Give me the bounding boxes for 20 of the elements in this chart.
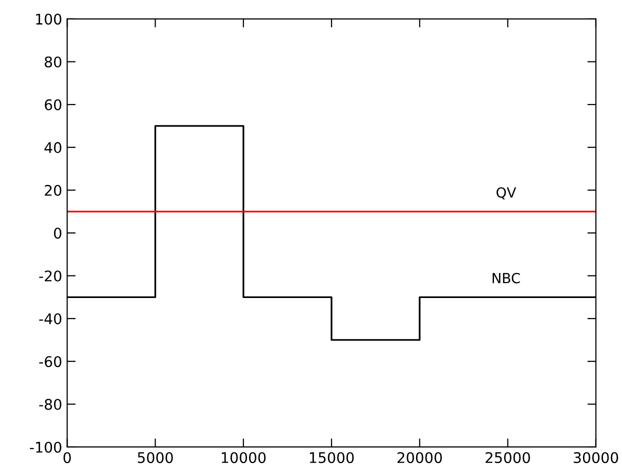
y-tick-label: -40 — [39, 313, 62, 324]
y-tick-label: -80 — [39, 398, 62, 410]
y-tick-label: 60 — [44, 99, 62, 110]
series-label: QV — [496, 187, 516, 200]
y-tick-label: 80 — [44, 56, 62, 68]
y-tick-label: -100 — [30, 442, 62, 453]
y-tick-label: 20 — [44, 184, 62, 196]
y-tick-label: 100 — [36, 14, 62, 25]
y-tick-label: 0 — [54, 228, 62, 239]
x-tick-label: 25000 — [486, 452, 530, 464]
series-label: NBC — [492, 272, 520, 284]
x-tick-label: 10000 — [222, 452, 266, 464]
x-tick-label: 5000 — [138, 452, 173, 464]
y-tick-label: -20 — [39, 270, 62, 282]
y-tick-label: 40 — [44, 142, 62, 154]
x-tick-label: 15000 — [310, 452, 354, 464]
x-tick-label: 20000 — [398, 452, 442, 464]
x-tick-label: 30000 — [574, 452, 618, 464]
x-tick-label: 0 — [64, 452, 71, 464]
y-tick-label: -60 — [39, 356, 62, 368]
